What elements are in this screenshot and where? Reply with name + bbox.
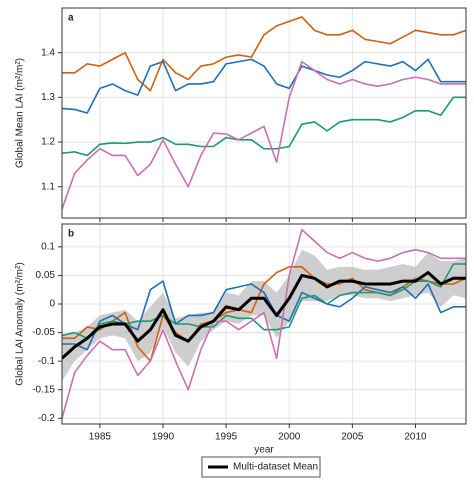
x-tick-label: 2010: [404, 432, 427, 443]
x-axis-label: year: [254, 445, 274, 456]
series-line: [61, 60, 466, 210]
series-line: [61, 263, 466, 340]
series-line: [61, 96, 466, 157]
panel: -0.2 -0.15 -0.1 -0.05 0 0.05 0.1 1985 1990 1995 20…: [15, 223, 467, 478]
legend-box: [201, 456, 321, 478]
x-tick-label: 1990: [152, 432, 175, 443]
y-tick-label: 0.05: [36, 270, 56, 281]
series-line: [61, 58, 466, 114]
y-axis-label: Global Mean LAI (m²/m²): [15, 58, 26, 168]
y-tick-label: 1.2: [41, 137, 55, 148]
y-tick-label: 1.1: [41, 181, 55, 192]
y-tick-label: -0.15: [32, 384, 55, 395]
series-line: [62, 266, 467, 362]
y-tick-label: 1.3: [41, 92, 55, 103]
y-tick-label: 1.4: [41, 47, 55, 58]
series-line: [60, 271, 466, 360]
series-line: [62, 280, 466, 351]
y-tick-label: 0.1: [41, 241, 55, 252]
y-tick-label: -0.1: [38, 356, 56, 367]
y-tick-label: -0.05: [32, 327, 55, 338]
x-tick-label: 2000: [278, 432, 301, 443]
series-line: [62, 16, 467, 92]
y-axis-label: Global LAI Anomaly (m²/m²): [15, 262, 26, 385]
legend-label: Multi-dataset Mean: [233, 462, 318, 473]
series-line: [61, 228, 466, 419]
x-tick-label: 2005: [341, 432, 364, 443]
plot-frame: [61, 7, 467, 219]
y-tick-label: 0: [49, 299, 55, 310]
x-tick-label: 1985: [89, 432, 112, 443]
plot-frame: [61, 223, 467, 425]
x-tick-label: 1995: [215, 432, 238, 443]
y-tick-label: -0.2: [38, 413, 56, 424]
panel: 1.1 1.2 1.3 1.4 a Global Mean LAI (m²/m²): [15, 7, 467, 222]
panel-label: a: [68, 13, 74, 24]
panel-label: b: [68, 229, 74, 240]
